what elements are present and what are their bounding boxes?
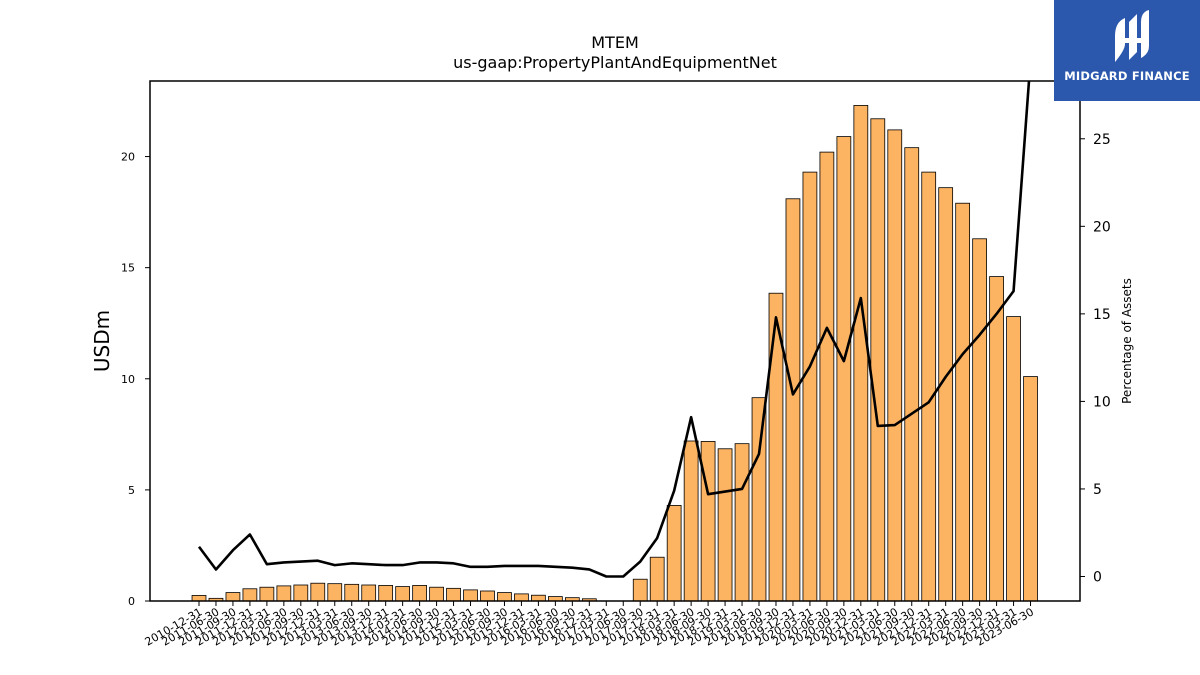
y-tick-label: 0 bbox=[128, 595, 135, 608]
bar-2020-06-30 bbox=[819, 151, 835, 602]
bar-2017-12-31 bbox=[649, 556, 665, 602]
bar-2021-03-31 bbox=[870, 118, 886, 602]
bar-2018-12-31 bbox=[717, 448, 733, 602]
bar-2012-03-31 bbox=[259, 586, 275, 602]
y2-tick-label: 20 bbox=[1093, 219, 1111, 235]
bar-2022-09-30 bbox=[972, 238, 987, 602]
bar-2018-03-31 bbox=[666, 505, 682, 602]
bar-2019-03-31 bbox=[734, 443, 750, 602]
y-tick-label: 10 bbox=[121, 373, 135, 386]
y2-axis: 0 5 10 15 20 25 bbox=[1080, 132, 1111, 585]
bar-2010-12-31 bbox=[191, 595, 207, 602]
bar-2013-06-30 bbox=[344, 583, 360, 602]
bar-2021-09-30 bbox=[904, 147, 920, 602]
bar-2019-06-30 bbox=[751, 397, 767, 602]
bar-2019-12-31 bbox=[785, 198, 801, 602]
y-tick-label: 15 bbox=[121, 262, 135, 275]
bar-2015-09-30 bbox=[497, 592, 512, 602]
bar-2011-09-30 bbox=[225, 592, 241, 602]
bar-2022-12-31 bbox=[989, 276, 1004, 602]
logo-badge: MIDGARD FINANCE bbox=[1054, 0, 1200, 101]
bar-2017-09-30 bbox=[632, 578, 648, 602]
chart-title: MTEM bbox=[591, 33, 639, 52]
bar-2013-03-31 bbox=[327, 583, 343, 602]
bar-2020-12-31 bbox=[853, 105, 869, 602]
bar-2023-06-30 bbox=[1023, 376, 1038, 602]
bar-2015-06-30 bbox=[480, 590, 495, 602]
bar-2012-12-31 bbox=[310, 582, 326, 602]
chart-subtitle: us-gaap:PropertyPlantAndEquipmentNet bbox=[453, 53, 777, 72]
y-axis: 0 5 10 15 20 bbox=[121, 151, 150, 608]
y2-tick-label: 10 bbox=[1093, 394, 1111, 410]
bar-2022-03-31 bbox=[938, 187, 954, 602]
y-tick-label: 5 bbox=[128, 484, 135, 497]
logo-text: MIDGARD FINANCE bbox=[1064, 69, 1190, 83]
bar-2015-03-31 bbox=[463, 589, 478, 602]
x-axis: 2010-12-312011-06-302011-09-302011-12-31… bbox=[143, 601, 1036, 649]
y2-tick-label: 15 bbox=[1093, 307, 1111, 323]
bar-2021-06-30 bbox=[887, 129, 903, 602]
bar-2014-09-30 bbox=[429, 586, 444, 602]
y2-axis-label: Percentage of Assets bbox=[1120, 278, 1134, 404]
bar-2014-06-30 bbox=[412, 585, 427, 602]
y2-tick-label: 0 bbox=[1093, 569, 1102, 585]
bar-2018-09-30 bbox=[700, 441, 716, 602]
bar-2013-09-30 bbox=[361, 584, 377, 602]
bar-2014-12-31 bbox=[446, 587, 461, 602]
bar-2011-12-31 bbox=[242, 588, 258, 602]
bar-2014-03-31 bbox=[395, 586, 410, 602]
y2-tick-label: 5 bbox=[1093, 482, 1102, 498]
bar-layer bbox=[191, 105, 1038, 602]
bar-2018-06-30 bbox=[683, 440, 699, 602]
midgard-logo-icon bbox=[1115, 10, 1149, 62]
y-axis-label: USDm bbox=[90, 310, 114, 372]
bar-2015-12-31 bbox=[514, 593, 529, 602]
bar-2020-03-31 bbox=[802, 171, 818, 602]
bar-2016-03-31 bbox=[531, 594, 546, 602]
bar-2022-06-30 bbox=[955, 202, 971, 602]
bar-2023-03-31 bbox=[1006, 316, 1021, 602]
y2-tick-label: 25 bbox=[1093, 132, 1111, 148]
percentage-line bbox=[197, 81, 1031, 578]
plot-frame bbox=[149, 80, 1081, 602]
bar-2021-12-31 bbox=[921, 171, 937, 602]
bar-2013-12-31 bbox=[378, 585, 394, 602]
bar-2012-09-30 bbox=[293, 584, 309, 602]
bar-2012-06-30 bbox=[276, 585, 292, 602]
line-layer bbox=[197, 81, 1031, 578]
y-tick-label: 20 bbox=[121, 151, 135, 164]
bar-2020-09-30 bbox=[836, 136, 852, 602]
